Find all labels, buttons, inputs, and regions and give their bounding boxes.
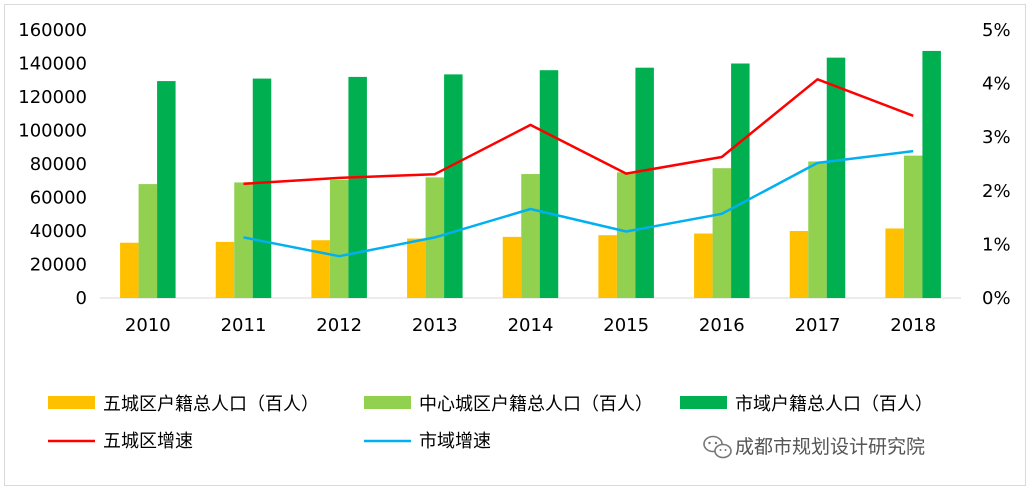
y-right-tick-label: 4% [982,74,1011,95]
x-tick-label: 2013 [412,315,458,336]
y-left-tick-label: 100000 [18,121,87,142]
bar [444,74,463,298]
y-left-tick-label: 60000 [30,188,87,209]
y-right-tick-label: 3% [982,127,1011,148]
bar [234,182,253,298]
x-tick-label: 2014 [508,315,554,336]
y-left-tick-label: 80000 [30,154,87,175]
y-left-tick-label: 20000 [30,255,87,276]
legend-swatch [680,396,727,409]
bar [407,238,426,298]
bar [598,235,617,298]
bar [731,63,750,298]
y-right-tick-label: 0% [982,288,1011,309]
bar [808,161,827,298]
y-left-tick-label: 160000 [18,20,87,41]
legend-swatch [48,396,95,409]
series-line [243,78,914,186]
legend-swatch [364,396,411,409]
bar [120,242,139,298]
x-tick-label: 2010 [125,315,171,336]
x-tick-label: 2017 [795,315,841,336]
x-tick-label: 2012 [316,315,362,336]
bar [348,76,367,299]
watermark-text: 成都市规划设计研究院 [735,436,925,458]
bar [329,179,349,298]
bar [502,236,522,298]
bar [635,67,654,298]
bar [311,240,330,298]
bar [215,241,235,298]
legend-label: 中心城区户籍总人口（百人） [419,394,653,415]
legend-label: 市域增速 [419,431,491,452]
legend-label: 五城区增速 [103,431,193,452]
y-right-tick-label: 5% [982,20,1011,41]
bar [157,81,176,299]
bar [903,155,923,298]
y-left-tick-label: 140000 [18,54,87,75]
bar [789,231,809,298]
plot-area: 0 20000 40000 60000 80000 100000 120000 140000 1… [18,20,1010,336]
bar [826,57,846,299]
legend: 五城区户籍总人口（百人） 中心城区户籍总人口（百人） 市域户籍总人口（百人） 五城区增… [48,394,933,452]
x-tick-label: 2018 [890,315,936,336]
x-tick-label: 2015 [603,315,649,336]
bar [885,228,904,298]
chart-frame [4,4,1026,486]
watermark: 成都市规划设计研究院 [703,435,925,459]
y-left-tick-label: 120000 [18,87,87,108]
y-right-tick-label: 2% [982,181,1011,202]
y-left-tick-label: 0 [76,288,87,309]
bar [694,233,713,298]
legend-label: 五城区户籍总人口（百人） [103,394,319,415]
x-tick-label: 2016 [699,315,745,336]
bar [252,78,272,298]
bar [539,70,559,298]
wechat-icon [703,435,732,459]
series-line [243,149,914,258]
bar [712,168,732,298]
bar [922,50,941,298]
bar [521,174,540,298]
y-right-tick-label: 1% [982,234,1011,255]
x-tick-label: 2011 [221,315,267,336]
bar [138,184,158,298]
legend-label: 市域户籍总人口（百人） [735,394,933,415]
bar [616,172,636,298]
y-left-tick-label: 40000 [30,221,87,242]
